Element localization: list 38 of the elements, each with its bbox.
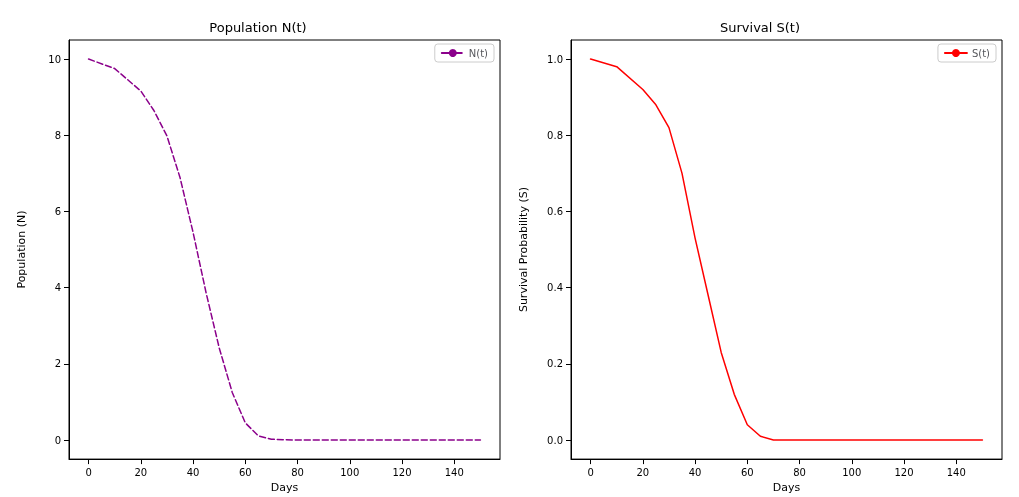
y-tick-label: 1.0 xyxy=(547,53,563,65)
chart-title: Population N(t) xyxy=(209,20,307,35)
y-tick-label: 0.8 xyxy=(547,129,563,141)
y-tick-label: 0.2 xyxy=(547,358,563,370)
x-tick-label: 40 xyxy=(688,466,702,478)
y-tick-label: 8 xyxy=(54,129,61,141)
x-tick-label: 120 xyxy=(894,466,914,478)
line-series xyxy=(87,58,482,441)
x-tick-label: 60 xyxy=(238,466,252,478)
x-tick-label: 100 xyxy=(340,466,360,478)
x-tick-label: 0 xyxy=(587,466,594,478)
x-tick-label: 120 xyxy=(392,466,412,478)
legend-label: S(t) xyxy=(971,47,991,59)
x-tick-label: 0 xyxy=(85,466,92,478)
y-tick-label: 6 xyxy=(54,205,61,217)
y-tick-label: 0 xyxy=(54,434,61,446)
x-axis-title: Days xyxy=(772,481,801,494)
y-tick-label: 4 xyxy=(54,282,61,294)
y-tick-label: 10 xyxy=(48,53,61,65)
x-tick-label: 140 xyxy=(444,466,464,478)
x-tick-label: 100 xyxy=(842,466,862,478)
y-tick-label: 0.0 xyxy=(547,434,563,446)
y-tick-label: 0.6 xyxy=(547,205,563,217)
x-tick-label: 40 xyxy=(186,466,200,478)
y-tick-label: 2 xyxy=(54,358,61,370)
x-tick-label: 80 xyxy=(291,466,304,478)
x-tick-label: 60 xyxy=(740,466,754,478)
legend-label: N(t) xyxy=(468,47,489,59)
x-axis-title: Days xyxy=(270,481,299,494)
y-axis-title: Population (N) xyxy=(15,210,28,289)
chart-title: Survival S(t) xyxy=(719,20,801,35)
y-axis-title: Survival Probability (S) xyxy=(517,187,530,313)
y-tick-label: 0.4 xyxy=(547,282,563,294)
x-tick-label: 140 xyxy=(946,466,966,478)
x-tick-label: 20 xyxy=(134,466,148,478)
line-series xyxy=(589,58,984,441)
x-tick-label: 20 xyxy=(636,466,650,478)
x-tick-label: 80 xyxy=(793,466,806,478)
